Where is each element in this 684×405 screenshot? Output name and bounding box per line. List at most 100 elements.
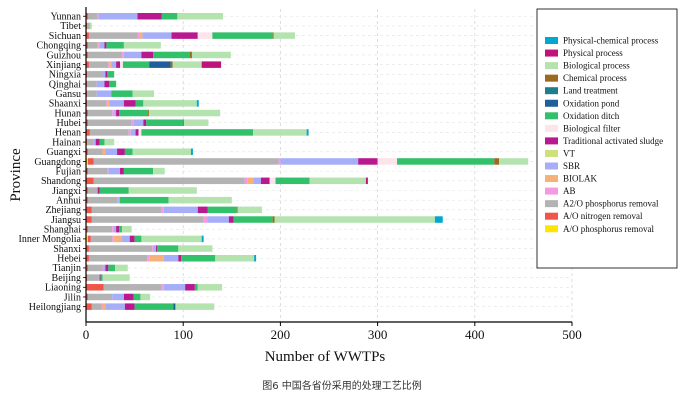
bar-segment [121, 51, 123, 59]
bar-segment [143, 119, 147, 126]
bar-segment [181, 255, 216, 262]
bar-segment [103, 284, 162, 291]
bar-segment [105, 148, 118, 156]
bar-segment [253, 177, 261, 185]
y-tick-label: Jiangsu [51, 215, 81, 226]
bar-segment [132, 90, 155, 97]
y-tick-label: Tianjin [52, 263, 81, 274]
bar-segment [280, 158, 359, 165]
bar-segment [177, 13, 224, 20]
bar-segment [138, 129, 142, 136]
bar-segment [156, 245, 179, 252]
bar-segment [98, 13, 138, 20]
legend-swatch [545, 137, 558, 145]
bar-segment [120, 167, 124, 175]
bar-segment [88, 255, 148, 262]
bar-segment [434, 216, 443, 223]
legend-label: Biological filter [563, 123, 620, 133]
bar-segment [87, 196, 118, 204]
bar-segment [104, 138, 115, 146]
bar-segment [111, 90, 133, 97]
bar-segment [100, 274, 103, 281]
bar-segment [102, 274, 130, 281]
bar-segment [86, 158, 88, 165]
bar-segment [149, 61, 171, 68]
bar-segment [135, 100, 144, 107]
bar-segment [207, 206, 237, 214]
bar-segment [87, 158, 94, 165]
y-tick-label: Shanghai [44, 225, 81, 236]
bar-segment [87, 187, 98, 194]
bar-segment [102, 303, 106, 310]
bar-segment [197, 32, 213, 39]
y-tick-label: Xinjiang [46, 60, 81, 71]
bar-segment [178, 255, 182, 262]
y-tick-label: Beijing [52, 273, 81, 284]
bar-segment [91, 303, 102, 310]
bar-segment [97, 187, 100, 194]
bar-segment [123, 42, 161, 49]
bar-segment [86, 129, 90, 136]
bar-segment [306, 129, 309, 136]
bar-segment [86, 284, 104, 291]
bar-segment [109, 80, 117, 88]
bar-segment [139, 32, 143, 39]
bar-segment [140, 293, 151, 301]
bar-segment [272, 216, 275, 223]
bar-segment [86, 206, 92, 214]
legend-label: Oxidation pond [563, 98, 620, 108]
y-tick-label: Tibet [60, 21, 81, 32]
bar-segment [197, 206, 208, 214]
bar-segment [86, 42, 88, 49]
x-tick-label: 400 [465, 327, 485, 342]
bar-segment [129, 235, 135, 243]
bar-segment [134, 235, 142, 243]
bar-segment [112, 109, 115, 117]
bar-segment [196, 100, 199, 107]
bar-segment [149, 255, 164, 262]
bar-segment [274, 216, 435, 223]
bar-segment [123, 167, 154, 175]
y-tick-label: Zhejiang [45, 205, 81, 216]
bar-segment [122, 61, 150, 68]
legend-label: Chemical process [563, 73, 627, 83]
bar-segment [102, 264, 104, 272]
bar-segment [86, 71, 103, 78]
bar-segment [119, 225, 122, 233]
legend-swatch [545, 37, 558, 44]
bar-segment [161, 284, 164, 291]
bar-segment [86, 148, 88, 156]
bar-segment [86, 13, 88, 20]
bar-segment [91, 206, 162, 214]
bar-segment [116, 225, 120, 233]
bar-segment [86, 187, 88, 194]
y-tick-label: Henan [55, 128, 81, 139]
bar-segment [194, 284, 198, 291]
bar-segment [254, 255, 257, 262]
bar-segment [99, 138, 105, 146]
x-tick-labels: 0 100 200 300 400 500 [83, 327, 582, 342]
bar-segment [190, 148, 193, 156]
bar-segment [201, 235, 204, 243]
bar-segment [107, 167, 109, 175]
bar-segment [168, 196, 232, 204]
bar-segment [86, 51, 88, 59]
bar-segment [88, 32, 138, 39]
bar-segment [107, 100, 110, 107]
bar-segment [87, 13, 98, 20]
y-tick-label: Hubei [57, 118, 82, 129]
x-axis-label: Number of WWTPs [265, 349, 386, 365]
legend-swatch [545, 62, 558, 70]
bar-segment [93, 158, 279, 165]
bar-segment [98, 42, 100, 49]
bar-segment [87, 42, 98, 49]
y-tick-label: Qinghai [49, 79, 81, 90]
bar-segment [109, 100, 124, 107]
legend-swatch [545, 175, 558, 183]
legend-swatch [545, 212, 558, 220]
bar-segment [96, 90, 112, 97]
legend: Physical-chemical process Physical proces… [536, 8, 678, 269]
x-tick-label: 200 [271, 327, 291, 342]
bar-segment [124, 148, 133, 156]
